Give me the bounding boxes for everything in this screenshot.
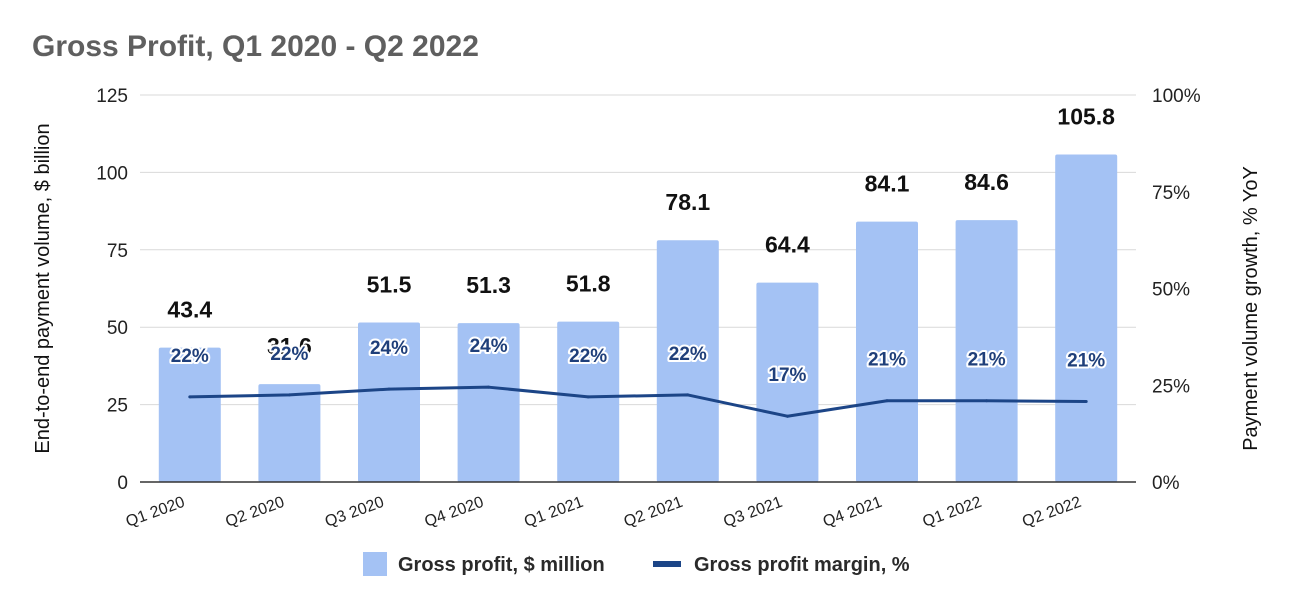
- left-tick-label: 25: [107, 396, 128, 417]
- bar: [756, 282, 819, 482]
- margin-value-label: 21%: [1067, 351, 1105, 372]
- x-tick-label: Q2 2020: [223, 494, 287, 531]
- bar-series: [158, 154, 1118, 482]
- legend: Gross profit, $ million Gross profit marg…: [363, 552, 910, 576]
- x-tick-label: Q3 2020: [323, 494, 387, 531]
- right-axis-title: Payment volume growth, % YoY: [1240, 166, 1262, 451]
- data-labels: 43.4 31.6 51.5 51.3 51.8 78.1 64.4 84.1 84.6 105.…: [167, 103, 1115, 388]
- left-tick-label: 125: [96, 86, 128, 107]
- bar: [656, 240, 719, 482]
- x-tick-label: Q1 2022: [920, 494, 984, 531]
- bar: [557, 321, 620, 482]
- bar-value-label: 78.1: [665, 189, 710, 215]
- bar-value-label: 51.3: [466, 272, 511, 298]
- right-tick-label: 75%: [1152, 183, 1190, 204]
- chart-title: Gross Profit, Q1 2020 - Q2 2022: [32, 30, 479, 63]
- right-tick-label: 0%: [1152, 473, 1180, 494]
- line-point: [985, 399, 989, 403]
- bar: [258, 384, 321, 482]
- bar: [457, 323, 520, 482]
- bar: [955, 220, 1018, 482]
- line-point: [686, 393, 690, 397]
- left-axis-title: End-to-end payment volume, $ billion: [32, 123, 54, 453]
- margin-line: [189, 385, 1087, 418]
- x-tick-label: Q4 2021: [821, 494, 885, 531]
- line-point: [1084, 400, 1088, 404]
- margin-value-label: 17%: [768, 365, 806, 386]
- margin-value-label: 22%: [270, 344, 308, 365]
- bar: [1055, 154, 1118, 482]
- bar: [856, 221, 918, 482]
- legend-label-bar: Gross profit, $ million: [398, 554, 605, 576]
- left-tick-label: 50: [107, 318, 128, 339]
- margin-value-label: 24%: [470, 336, 508, 357]
- line-point: [387, 387, 391, 391]
- legend-label-line: Gross profit margin, %: [694, 554, 910, 576]
- left-tick-label: 100: [96, 163, 128, 184]
- bar-value-label: 43.4: [167, 297, 212, 323]
- bar-value-label: 84.6: [964, 169, 1009, 195]
- line-point: [785, 414, 789, 418]
- bar: [158, 347, 221, 482]
- x-tick-label: Q2 2022: [1020, 494, 1084, 531]
- bar-value-label: 64.4: [765, 232, 810, 258]
- x-tick-label: Q1 2020: [124, 494, 188, 531]
- line-point: [885, 399, 889, 403]
- margin-value-label: 21%: [968, 350, 1006, 371]
- bar-value-label: 51.5: [367, 272, 412, 298]
- margin-value-label: 24%: [370, 338, 408, 359]
- margin-value-label: 22%: [669, 344, 707, 365]
- margin-value-label: 22%: [569, 346, 607, 367]
- line-series: [188, 385, 1088, 418]
- legend-swatch-line: [653, 561, 681, 567]
- bar-value-label: 105.8: [1057, 103, 1115, 129]
- x-tick-label: Q4 2020: [422, 494, 486, 531]
- margin-value-label: 21%: [868, 350, 906, 371]
- left-tick-label: 75: [107, 241, 128, 262]
- legend-swatch-bar: [363, 552, 387, 576]
- line-point: [586, 395, 590, 399]
- right-tick-label: 50%: [1152, 280, 1190, 301]
- bar-value-label: 84.1: [865, 171, 910, 197]
- line-point: [287, 393, 291, 397]
- bar: [358, 322, 420, 482]
- right-tick-label: 25%: [1152, 376, 1190, 397]
- x-tick-label: Q1 2021: [522, 494, 586, 531]
- x-tick-label: Q2 2021: [622, 494, 686, 531]
- bar-value-label: 51.8: [566, 271, 611, 297]
- right-tick-label: 100%: [1152, 86, 1201, 107]
- line-point: [487, 385, 491, 389]
- bar-value-label: 31.6: [267, 333, 312, 359]
- x-tick-label: Q3 2021: [721, 494, 785, 531]
- line-point: [188, 395, 192, 399]
- margin-value-label: 22%: [171, 346, 209, 367]
- left-tick-label: 0: [117, 473, 128, 494]
